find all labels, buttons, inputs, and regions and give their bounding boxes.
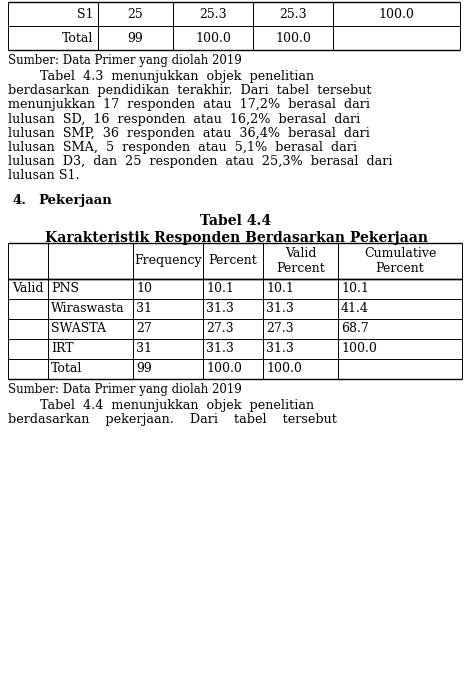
Text: 27: 27 [136,322,152,335]
Text: 10.1: 10.1 [206,282,234,295]
Text: 31.3: 31.3 [206,342,234,355]
Text: Sumber: Data Primer yang diolah 2019: Sumber: Data Primer yang diolah 2019 [8,383,242,396]
Text: 100.0: 100.0 [266,362,302,375]
Text: Pekerjaan: Pekerjaan [38,193,112,206]
Text: Valid: Valid [12,282,44,295]
Text: 100.0: 100.0 [378,7,414,20]
Text: 27.3: 27.3 [206,322,234,335]
Text: Cumulative
Percent: Cumulative Percent [364,247,436,274]
Text: 31.3: 31.3 [206,302,234,315]
Text: Frequency: Frequency [134,254,202,267]
Text: 41.4: 41.4 [341,302,369,315]
Text: lulusan S1.: lulusan S1. [8,170,79,183]
Text: lulusan  SMP,  36  responden  atau  36,4%  berasal  dari: lulusan SMP, 36 responden atau 36,4% ber… [8,127,370,140]
Text: IRT: IRT [51,342,74,355]
Text: 25.3: 25.3 [279,7,307,20]
Text: lulusan  SD,  16  responden  atau  16,2%  berasal  dari: lulusan SD, 16 responden atau 16,2% bera… [8,112,360,125]
Text: Valid
Percent: Valid Percent [276,247,325,274]
Text: Tabel  4.4  menunjukkan  objek  penelitian: Tabel 4.4 menunjukkan objek penelitian [8,398,314,411]
Text: 31.3: 31.3 [266,342,294,355]
Text: S1: S1 [77,7,93,20]
Text: menunjukkan  17  responden  atau  17,2%  berasal  dari: menunjukkan 17 responden atau 17,2% bera… [8,98,370,112]
Text: Tabel 4.4: Tabel 4.4 [201,214,272,227]
Text: 10.1: 10.1 [266,282,294,295]
Text: Sumber: Data Primer yang diolah 2019: Sumber: Data Primer yang diolah 2019 [8,54,242,67]
Text: 31.3: 31.3 [266,302,294,315]
Text: 31: 31 [136,342,152,355]
Text: 100.0: 100.0 [195,31,231,44]
Text: 25.3: 25.3 [199,7,227,20]
Text: 99: 99 [128,31,143,44]
Text: 100.0: 100.0 [275,31,311,44]
Text: 4.: 4. [12,193,26,206]
Text: 25: 25 [128,7,143,20]
Text: lulusan  D3,  dan  25  responden  atau  25,3%  berasal  dari: lulusan D3, dan 25 responden atau 25,3% … [8,155,393,168]
Text: SWASTA: SWASTA [51,322,106,335]
Text: PNS: PNS [51,282,79,295]
Text: 100.0: 100.0 [341,342,377,355]
Text: 99: 99 [136,362,152,375]
Text: berdasarkan  pendidikan  terakhir.  Dari  tabel  tersebut: berdasarkan pendidikan terakhir. Dari ta… [8,84,371,97]
Text: lulusan  SMA,  5  responden  atau  5,1%  berasal  dari: lulusan SMA, 5 responden atau 5,1% beras… [8,141,357,154]
Text: Percent: Percent [209,254,257,267]
Text: 68.7: 68.7 [341,322,369,335]
Text: Wiraswasta: Wiraswasta [51,302,124,315]
Text: 31: 31 [136,302,152,315]
Text: Total: Total [51,362,82,375]
Text: Karakteristik Responden Berdasarkan Pekerjaan: Karakteristik Responden Berdasarkan Peke… [44,231,428,244]
Text: Tabel  4.3  menunjukkan  objek  penelitian: Tabel 4.3 menunjukkan objek penelitian [8,70,314,83]
Text: 10: 10 [136,282,152,295]
Text: 27.3: 27.3 [266,322,294,335]
Text: berdasarkan    pekerjaan.    Dari    tabel    tersebut: berdasarkan pekerjaan. Dari tabel terseb… [8,413,337,426]
Text: 10.1: 10.1 [341,282,369,295]
Text: 100.0: 100.0 [206,362,242,375]
Text: Total: Total [61,31,93,44]
